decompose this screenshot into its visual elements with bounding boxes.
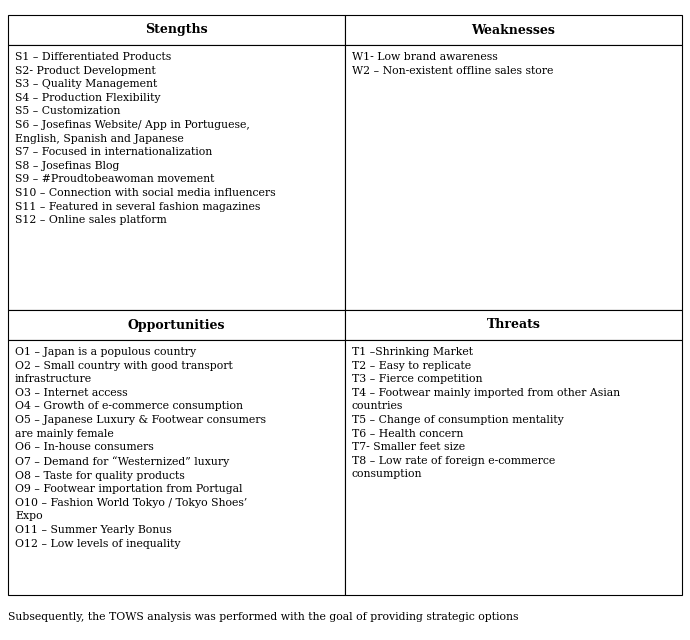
Text: O1 – Japan is a populous country
O2 – Small country with good transport
infrastr: O1 – Japan is a populous country O2 – Sm… <box>15 347 266 548</box>
Bar <box>8 310 345 340</box>
Text: W1- Low brand awareness
W2 – Non-existent offline sales store: W1- Low brand awareness W2 – Non-existen… <box>352 52 553 76</box>
Bar <box>345 310 682 340</box>
Text: T1 –Shrinking Market
T2 – Easy to replicate
T3 – Fierce competition
T4 – Footwea: T1 –Shrinking Market T2 – Easy to replic… <box>352 347 620 479</box>
Text: Opportunities: Opportunities <box>128 319 225 332</box>
Bar <box>8 15 345 45</box>
Text: Subsequently, the TOWS analysis was performed with the goal of providing strateg: Subsequently, the TOWS analysis was perf… <box>8 612 518 622</box>
Bar <box>345 15 682 45</box>
Bar <box>8 340 345 595</box>
Bar <box>345 45 682 310</box>
Text: Weaknesses: Weaknesses <box>471 24 555 36</box>
Text: S1 – Differentiated Products
S2- Product Development
S3 – Quality Management
S4 : S1 – Differentiated Products S2- Product… <box>15 52 275 225</box>
Bar <box>345 340 682 595</box>
Bar <box>8 45 345 310</box>
Text: Stengths: Stengths <box>145 24 208 36</box>
Text: Threats: Threats <box>486 319 540 332</box>
